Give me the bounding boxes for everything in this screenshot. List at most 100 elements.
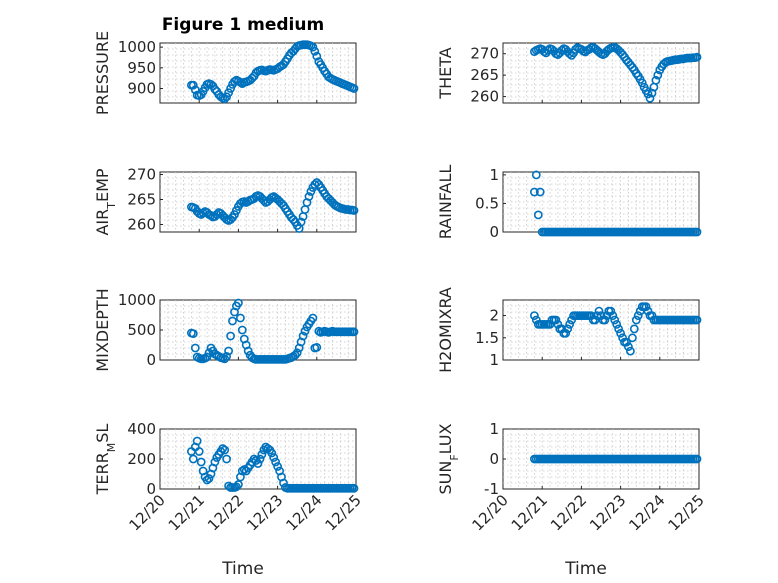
subplot-air-temp: 260 265 270 AIRTEMP <box>93 166 359 236</box>
data-point <box>269 453 279 462</box>
data-point <box>565 319 574 329</box>
data-point <box>239 465 249 474</box>
data-point <box>304 192 314 201</box>
data-point <box>530 187 539 197</box>
y-tick-label: 270 <box>470 45 499 63</box>
data-point <box>692 227 702 237</box>
data-point <box>641 302 651 312</box>
data-point <box>312 51 322 61</box>
y-tick-label: 270 <box>127 166 156 184</box>
data-point <box>202 475 212 485</box>
data-series <box>186 436 359 493</box>
data-point <box>692 52 702 62</box>
data-point <box>226 331 235 341</box>
data-point <box>310 46 320 56</box>
data-point <box>571 45 580 54</box>
y-tick-label: -1 <box>484 480 499 498</box>
data-point <box>626 346 635 356</box>
data-point <box>188 329 198 338</box>
y-tick-label: 1000 <box>118 38 156 56</box>
data-point <box>592 311 602 320</box>
data-point <box>220 94 230 104</box>
data-point <box>308 42 318 52</box>
data-point <box>563 324 573 334</box>
data-point <box>692 454 702 464</box>
data-point <box>204 474 214 483</box>
y-axis-label: TERRMSL <box>93 424 118 496</box>
subplot-pressure: 900 950 1000 PRESSURE <box>93 31 359 115</box>
y-tick-label: 0 <box>489 223 499 241</box>
data-point <box>551 315 561 325</box>
x-axis-label-left: Time <box>221 559 264 579</box>
y-tick-label: 0 <box>146 351 156 369</box>
data-point <box>290 350 300 360</box>
x-tick-label: 12/23 <box>586 491 629 534</box>
data-series <box>530 454 702 464</box>
data-point <box>253 459 263 468</box>
x-tick-label: 12/25 <box>665 491 708 534</box>
data-point <box>692 315 702 325</box>
subplot-theta: 260 265 270 THETA <box>436 42 702 106</box>
data-point <box>220 445 230 455</box>
data-series <box>186 298 359 364</box>
data-point <box>349 206 359 215</box>
data-series <box>530 170 702 237</box>
y-tick-label: 1.5 <box>475 329 499 347</box>
data-point <box>226 84 235 93</box>
data-point <box>192 436 202 446</box>
y-tick-label: 1 <box>489 420 499 438</box>
data-point <box>637 78 647 88</box>
y-tick-label: 950 <box>127 59 156 77</box>
data-point <box>622 337 631 347</box>
data-point <box>259 196 269 205</box>
y-tick-label: 0 <box>146 480 156 498</box>
data-point <box>612 319 622 329</box>
y-axis-label: MIXDEPTH <box>93 288 112 371</box>
subplot-terr-msl: 020040012/2012/2112/2212/2312/2412/25TER… <box>93 420 365 534</box>
data-point <box>206 211 216 220</box>
y-tick-label: 2 <box>489 307 499 325</box>
data-point <box>190 85 200 95</box>
data-point <box>255 454 265 464</box>
y-tick-label: 260 <box>127 216 156 234</box>
data-point <box>614 324 623 334</box>
data-point <box>606 306 616 316</box>
y-tick-label: 400 <box>127 420 156 438</box>
data-point <box>257 450 267 459</box>
grid-lines <box>160 429 356 489</box>
y-tick-label: 0 <box>489 450 499 468</box>
y-axis-label: SUNFLUX <box>436 423 461 494</box>
y-tick-label: 200 <box>127 450 156 468</box>
data-series <box>530 42 702 103</box>
x-tick-label: 12/21 <box>165 491 208 534</box>
data-point <box>196 457 206 467</box>
data-point <box>533 210 543 220</box>
data-series <box>186 40 359 104</box>
data-point <box>608 311 618 320</box>
data-point <box>298 331 308 341</box>
x-tick-label: 12/23 <box>243 491 286 534</box>
data-point <box>202 352 212 362</box>
data-point <box>224 346 233 356</box>
y-tick-label: 1 <box>489 166 499 184</box>
data-point <box>194 447 204 456</box>
data-point <box>233 298 243 308</box>
data-point <box>296 217 306 227</box>
y-tick-label: 1000 <box>118 291 156 309</box>
data-point <box>231 482 241 492</box>
data-point <box>643 89 653 99</box>
data-point <box>292 348 302 358</box>
data-point <box>631 315 641 325</box>
data-point <box>267 448 277 458</box>
data-point <box>531 170 541 180</box>
data-point <box>308 313 318 323</box>
data-series <box>530 302 702 356</box>
data-point <box>594 306 604 316</box>
data-point <box>633 311 643 320</box>
data-point <box>561 328 571 338</box>
data-point <box>565 49 574 59</box>
y-tick-label: 0.5 <box>475 194 499 212</box>
data-point <box>300 326 310 336</box>
data-point <box>645 93 655 103</box>
